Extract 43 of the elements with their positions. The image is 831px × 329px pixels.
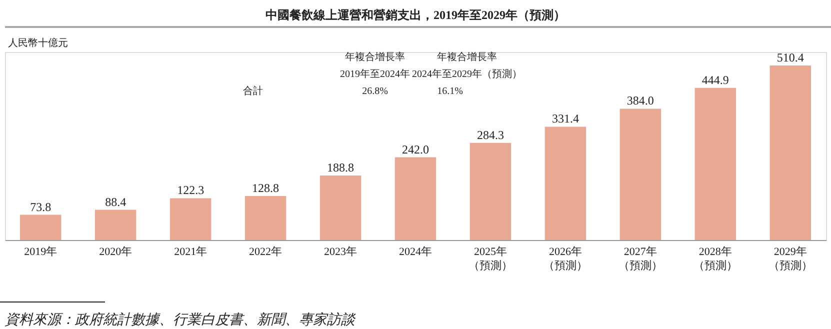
x-tick-label: 2029年（預測）: [768, 246, 812, 272]
annotation: 合計: [243, 85, 263, 97]
bar: [770, 66, 812, 240]
x-tick-label: 2020年: [99, 246, 132, 258]
x-tick-label: 2027年（預測）: [618, 246, 662, 272]
x-tick-label: 2028年（預測）: [693, 246, 738, 272]
annotation: 2024年至2029年（預測）: [412, 68, 522, 80]
annotation: 16.1%: [437, 86, 463, 97]
data-label: 188.8: [327, 160, 354, 174]
x-tick-label: 2023年: [324, 246, 358, 258]
x-tick-label: 2022年: [249, 246, 282, 258]
bar: [170, 198, 212, 240]
bar: [20, 214, 62, 240]
data-label: 88.4: [105, 194, 126, 209]
x-tick-label: 2024年: [399, 246, 432, 258]
bar: [394, 157, 436, 240]
data-label: 444.9: [702, 72, 729, 87]
x-tick-label: 2026年（預測）: [543, 246, 588, 272]
data-label: 128.8: [252, 180, 280, 195]
bar: [94, 210, 136, 240]
bar: [620, 108, 662, 240]
data-label: 242.0: [402, 142, 429, 156]
bar: [694, 88, 736, 240]
x-tick-label: 2025年（預測）: [468, 246, 512, 272]
data-label: 331.4: [552, 112, 579, 126]
chart-title: 中國餐飲線上運營和營銷支出，2019年至2029年（預測）: [266, 8, 566, 22]
text: 年複合增長率: [437, 51, 497, 63]
annotation: 2019年至2024年: [340, 68, 410, 80]
annotation: 26.8%: [362, 86, 388, 97]
data-label: 122.3: [177, 183, 204, 198]
x-tick-label: 2021年: [174, 246, 208, 258]
data-label: 284.3: [476, 128, 504, 142]
data-label: 73.8: [30, 200, 52, 214]
source-note: 資料來源：政府統計數據、行業白皮書、新聞、專家訪談: [5, 312, 356, 328]
text: 年複合增長率: [345, 51, 405, 63]
data-label: 384.0: [626, 94, 654, 108]
x-tick-label: 2019年: [24, 246, 58, 258]
bar: [320, 175, 362, 240]
bar: [544, 126, 586, 240]
bar: [470, 142, 512, 240]
bar: [244, 196, 286, 240]
data-label: 510.4: [776, 50, 804, 65]
y-axis-title: 人民幣十億元: [8, 37, 68, 49]
